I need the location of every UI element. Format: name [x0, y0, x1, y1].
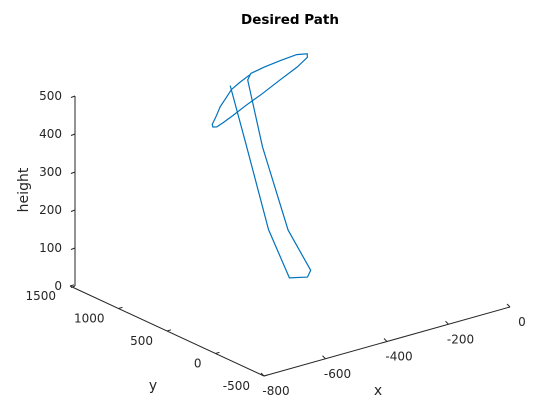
z-tick-mark — [70, 95, 76, 98]
y-tick-label: 1000 — [74, 312, 105, 326]
y-axis-label: y — [149, 378, 157, 394]
z-tick-mark — [70, 171, 76, 174]
x-tick-label: -800 — [262, 384, 289, 398]
chart-title: Desired Path — [241, 12, 339, 28]
z-tick-mark — [70, 133, 76, 136]
x-tick-label: -400 — [385, 350, 412, 364]
y-tick-mark — [69, 284, 75, 287]
y-ticks: -500 0 500 1000 1500 — [25, 284, 269, 393]
y-tick-mark — [263, 374, 269, 377]
x-tick-mark — [383, 338, 388, 342]
z-tick-mark — [70, 285, 76, 288]
y-tick-label: 0 — [194, 357, 202, 371]
z-tick-label: 500 — [39, 89, 62, 103]
x-tick-mark — [445, 320, 449, 325]
z-tick-mark — [70, 209, 76, 212]
series-layer — [211, 53, 312, 279]
y-tick-label: -500 — [223, 379, 250, 393]
x-axis-label: x — [374, 383, 382, 399]
x-tick-mark — [322, 355, 326, 360]
x-tick-label: -600 — [324, 367, 351, 381]
x-ticks: -800 -600 -400 -200 0 — [260, 303, 526, 398]
y-tick-label: 1500 — [25, 289, 56, 303]
z-ticks: 0 100 200 300 400 500 — [39, 89, 76, 293]
y-tick-mark — [215, 351, 220, 354]
series-line-1 — [211, 53, 312, 279]
z-tick-label: 0 — [54, 279, 62, 293]
z-axis-label: height — [16, 167, 32, 212]
z-tick-mark — [70, 247, 76, 250]
x-tick-label: 0 — [518, 315, 526, 329]
y-tick-mark — [166, 329, 172, 332]
x-tick-mark — [260, 372, 265, 377]
z-tick-label: 300 — [39, 165, 62, 179]
z-tick-label: 400 — [39, 127, 62, 141]
y-tick-label: 500 — [130, 334, 153, 348]
x-tick-mark — [506, 303, 511, 308]
z-tick-label: 200 — [39, 203, 62, 217]
z-tick-label: 100 — [39, 241, 62, 255]
x-tick-label: -200 — [447, 332, 474, 346]
y-tick-mark — [118, 306, 123, 309]
